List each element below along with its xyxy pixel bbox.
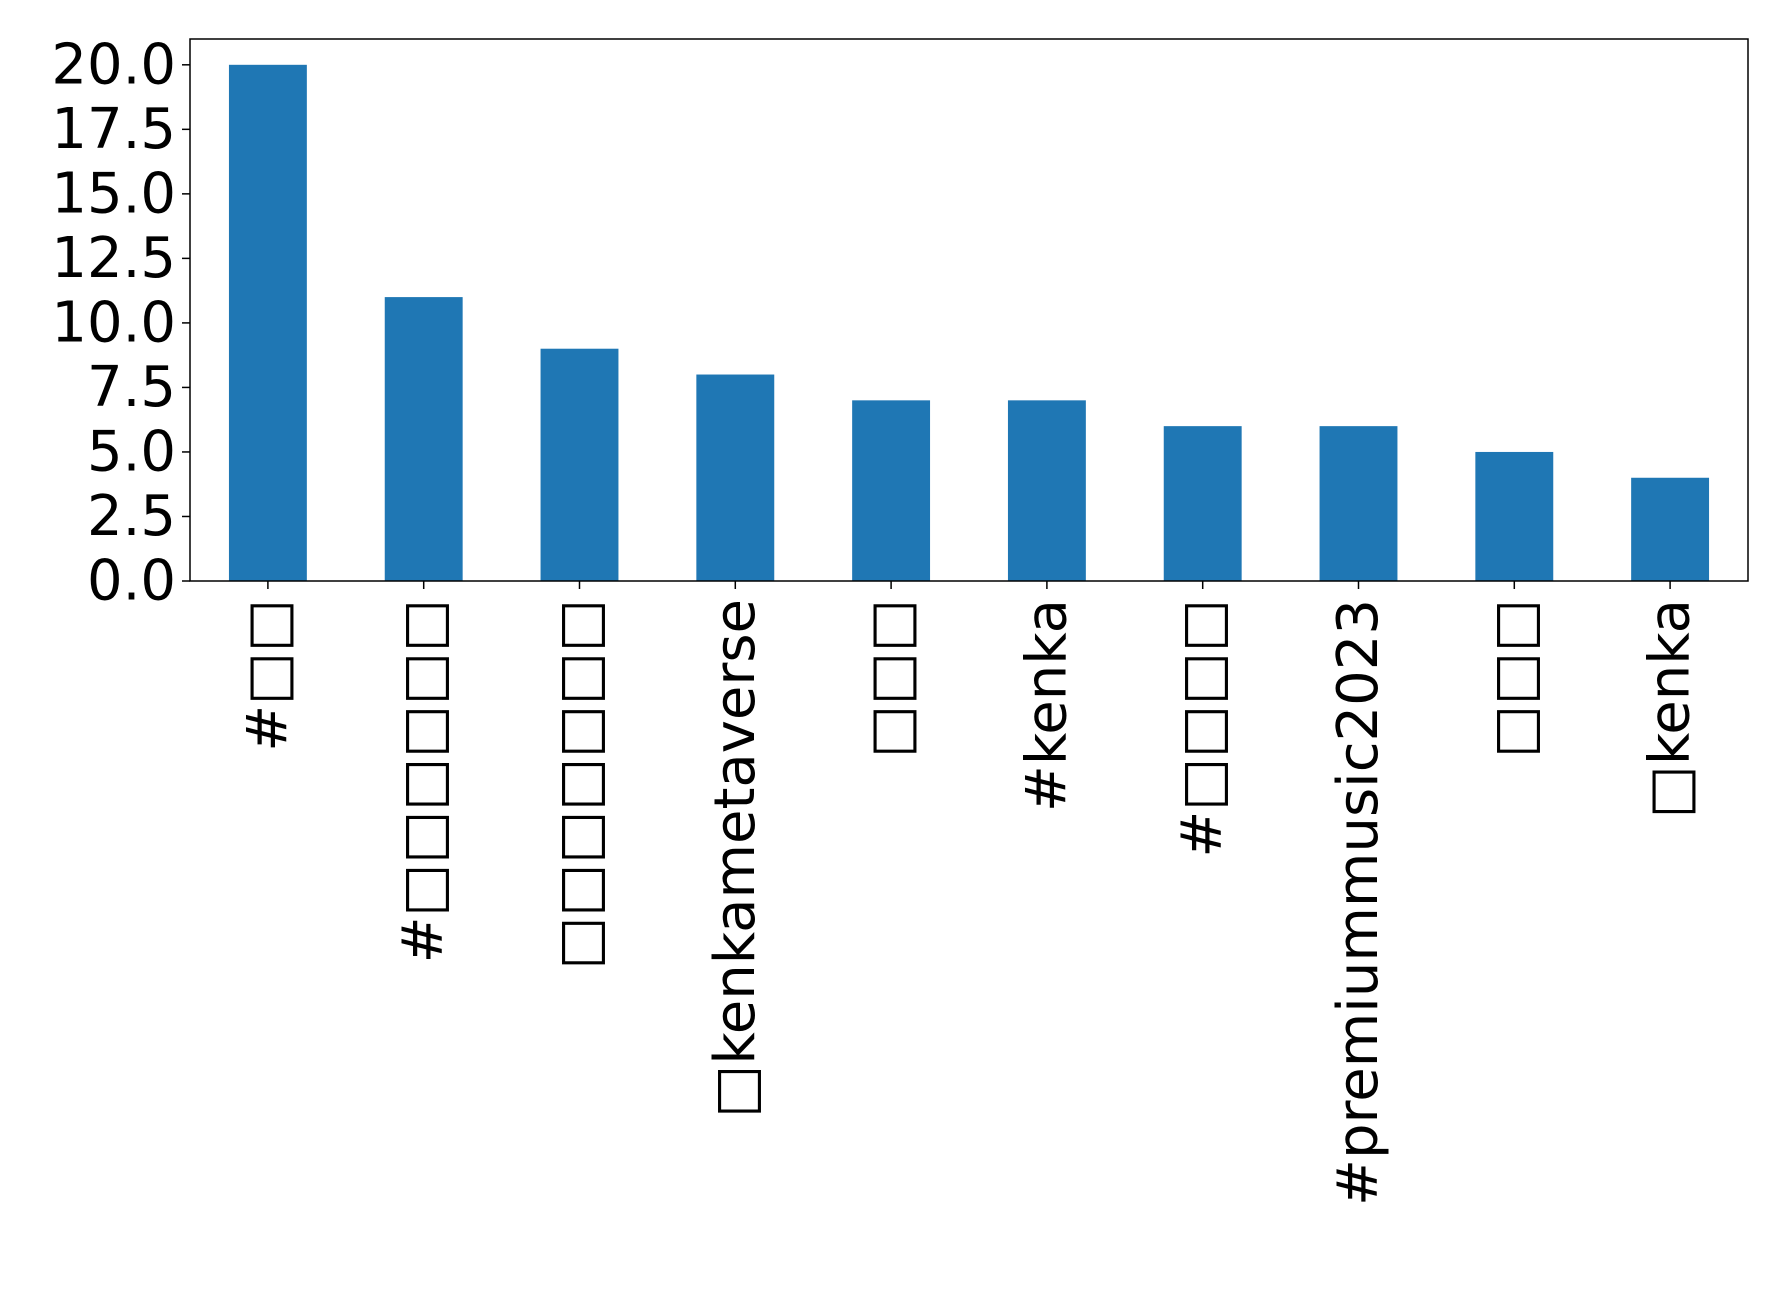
x-tick-label-1: #□□□□□□ [391,599,456,963]
bar-0 [228,64,307,582]
bar-8 [1475,451,1554,581]
y-tick-label-3: 7.5 [87,355,176,420]
y-axis-ticks: 0.02.55.07.510.012.515.017.520.0 [51,32,190,614]
plot-frame [189,38,1749,582]
x-tick-label-0: #□□ [235,599,300,752]
x-tick-label-4: □□□ [859,599,924,758]
y-tick-label-1: 2.5 [87,484,176,549]
bar-6 [1163,426,1242,581]
x-tick-label-8: □□□ [1482,599,1547,758]
x-tick-label-5: #kenka [1014,599,1079,812]
bars-layer [228,64,1710,582]
x-tick-label-7: #premiummusic2023 [1326,599,1391,1206]
bar-4 [852,400,931,581]
y-tick-label-0: 0.0 [87,549,176,614]
x-tick-label-6: #□□□□ [1170,599,1235,858]
y-tick-label-6: 15.0 [51,161,176,226]
bar-9 [1631,477,1710,581]
x-tick-label-2: □□□□□□□ [547,599,612,969]
bar-2 [540,348,619,581]
x-axis-ticks: #□□ #□□□□□□ □□□□□□□ □kenkametaverse □□□ #kenk… [235,581,1703,1206]
bar-1 [384,297,463,581]
bar-3 [696,374,775,581]
bar-5 [1007,400,1086,581]
y-tick-label-2: 5.0 [87,419,176,484]
y-tick-label-8: 20.0 [51,32,176,97]
bar-7 [1319,426,1398,581]
x-tick-label-9: □kenka [1638,599,1703,818]
y-tick-label-7: 17.5 [51,97,176,162]
y-tick-label-4: 10.0 [51,290,176,355]
y-tick-label-5: 12.5 [51,226,176,291]
x-tick-label-3: □kenkametaverse [703,599,768,1118]
